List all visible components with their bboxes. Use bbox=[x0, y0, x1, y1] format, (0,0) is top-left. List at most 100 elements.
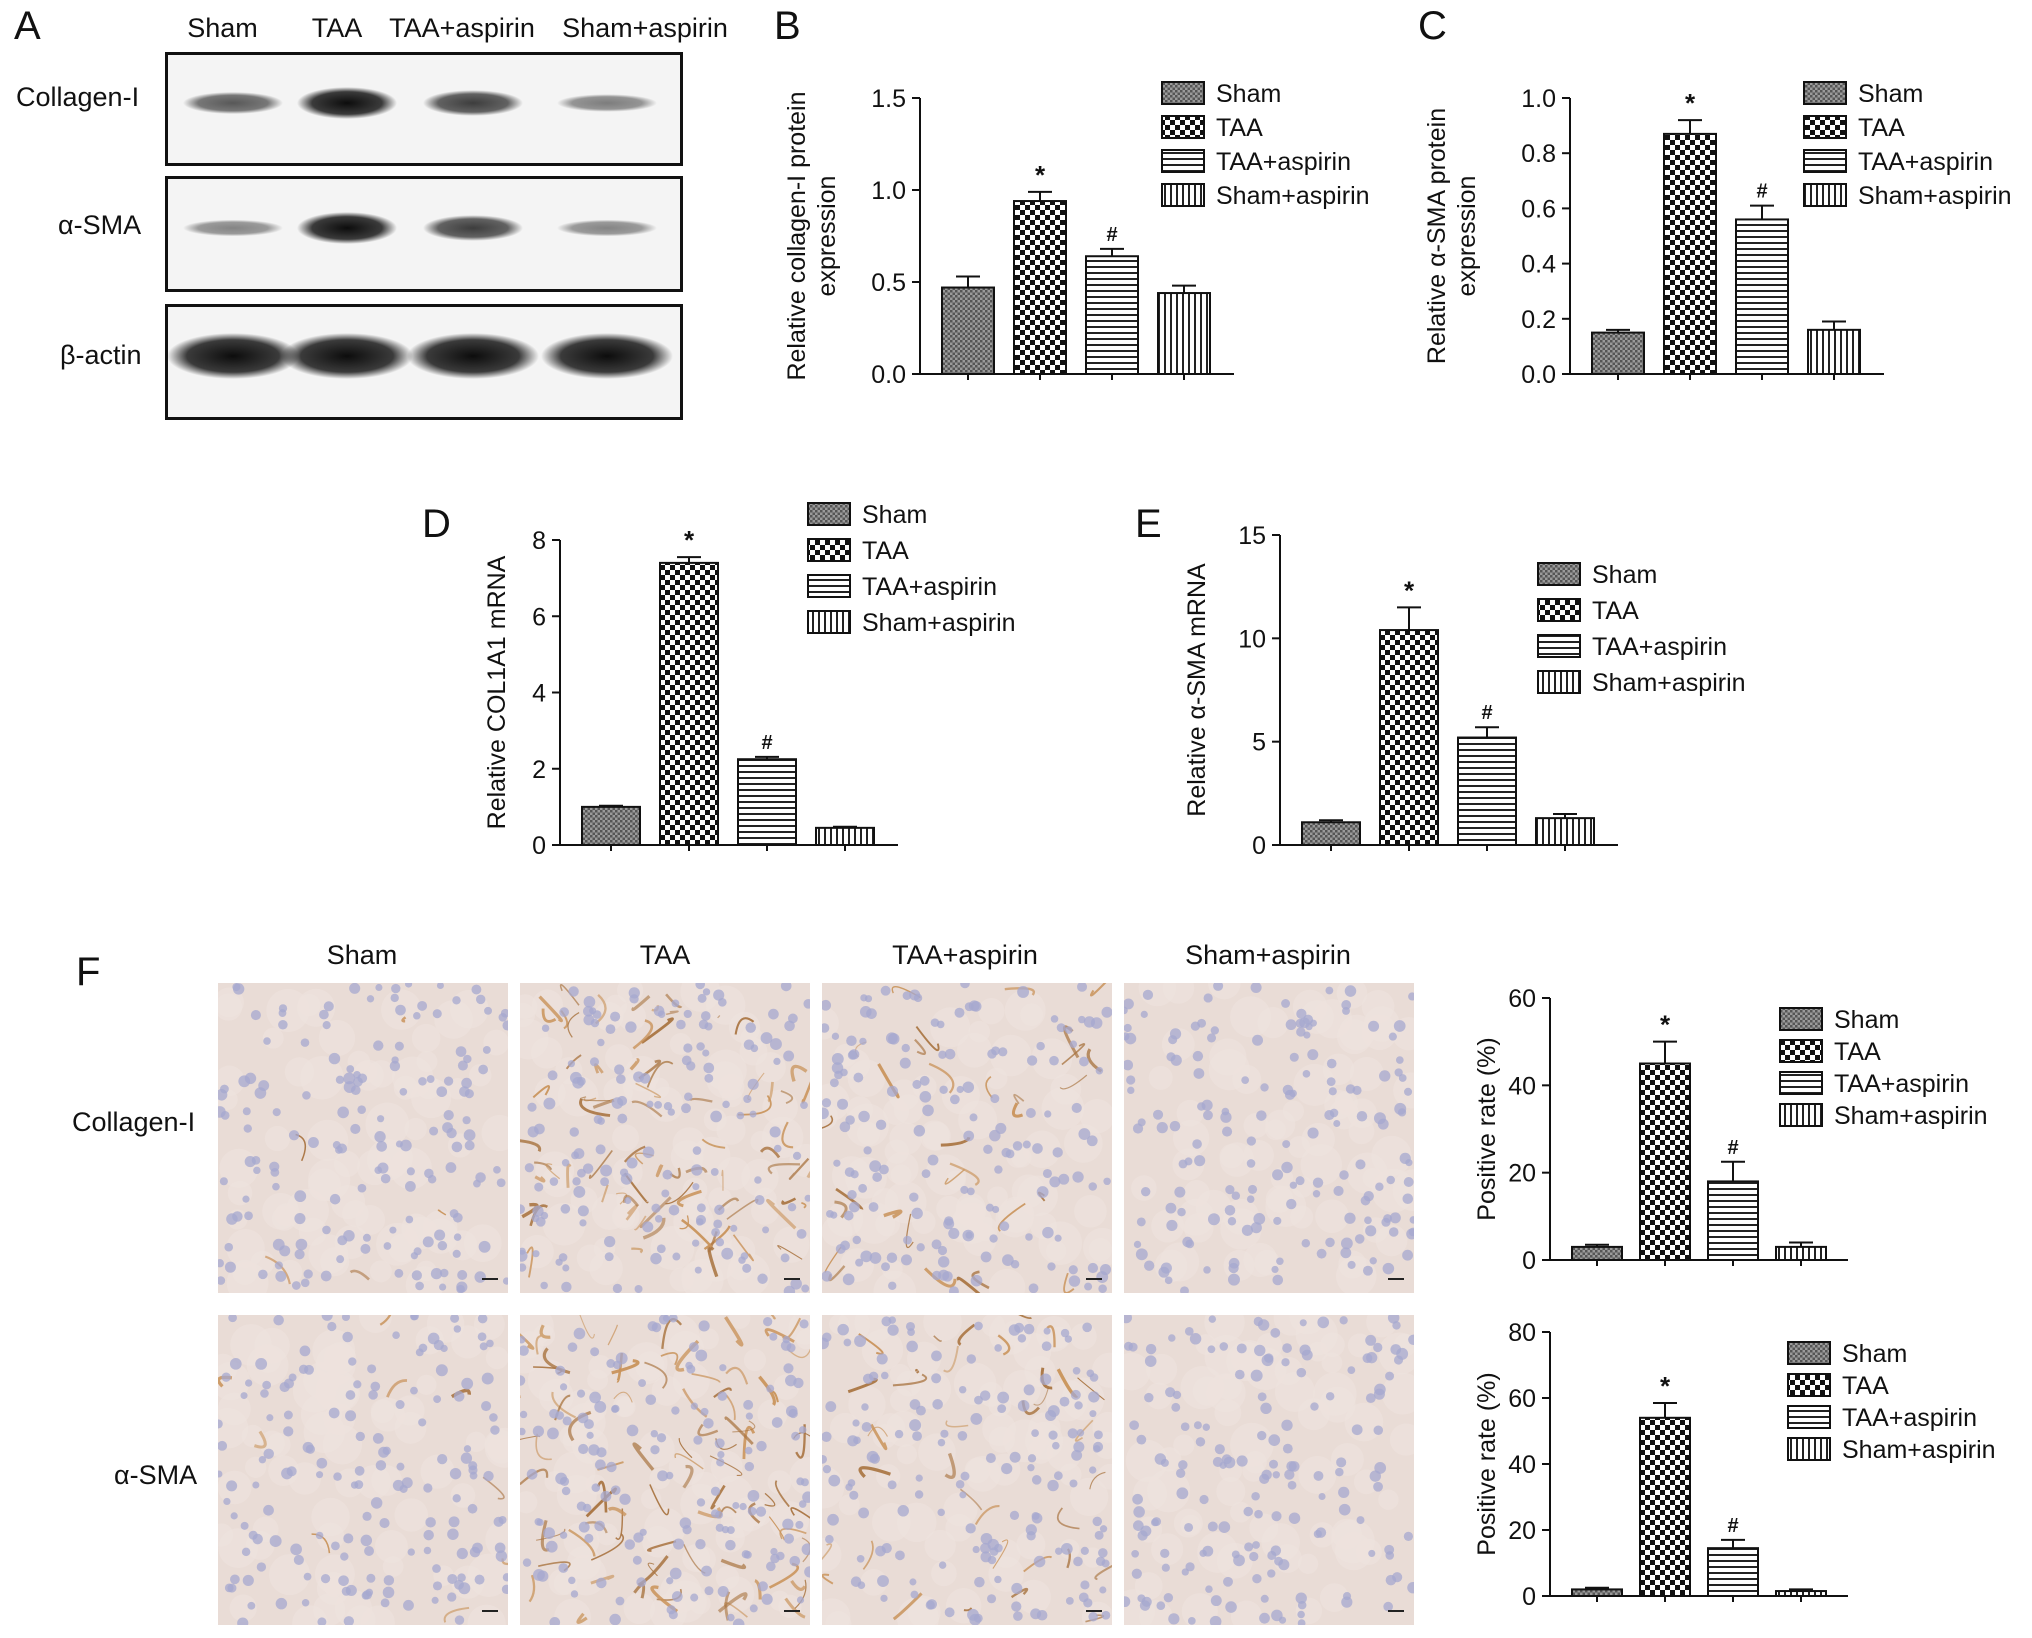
nucleus bbox=[1072, 1171, 1084, 1183]
nucleus bbox=[395, 1140, 403, 1148]
nucleus bbox=[569, 1127, 579, 1137]
nucleus bbox=[242, 1574, 254, 1587]
nucleus bbox=[831, 1053, 844, 1065]
nucleus bbox=[717, 1391, 728, 1401]
nucleus bbox=[1219, 1461, 1227, 1469]
nucleus bbox=[1071, 1102, 1082, 1114]
nucleus bbox=[958, 1385, 967, 1394]
nucleus bbox=[294, 1212, 306, 1225]
cell-cytoplasm bbox=[1011, 1174, 1046, 1209]
cell-cytoplasm bbox=[1069, 1477, 1109, 1517]
nucleus bbox=[826, 1210, 834, 1218]
nucleus bbox=[1080, 1580, 1090, 1590]
nucleus bbox=[453, 1325, 462, 1333]
nucleus bbox=[1033, 1555, 1046, 1568]
y-axis-label: Positive rate (%) bbox=[1473, 1372, 1501, 1555]
nucleus bbox=[549, 1177, 559, 1186]
nucleus bbox=[1252, 1034, 1264, 1046]
nucleus bbox=[1214, 1444, 1225, 1455]
nucleus bbox=[1124, 1315, 1133, 1324]
nucleus bbox=[749, 1110, 757, 1118]
nucleus bbox=[837, 1098, 849, 1110]
nucleus bbox=[1338, 1503, 1351, 1516]
nucleus bbox=[938, 1269, 950, 1281]
nucleus bbox=[583, 1014, 595, 1026]
nucleus bbox=[704, 1586, 714, 1596]
nucleus bbox=[866, 1450, 879, 1463]
significance-mark: * bbox=[1404, 575, 1415, 605]
nucleus bbox=[1281, 1419, 1293, 1431]
nucleus bbox=[549, 1408, 559, 1419]
stain-fiber bbox=[691, 1373, 721, 1383]
bar-taa-aspirin bbox=[1457, 736, 1517, 847]
nucleus bbox=[766, 1384, 775, 1393]
nucleus bbox=[278, 1009, 287, 1017]
bar-taa bbox=[1663, 132, 1717, 375]
nucleus bbox=[825, 1534, 834, 1544]
nucleus bbox=[956, 1085, 964, 1094]
nucleus bbox=[1165, 1202, 1177, 1214]
nucleus bbox=[1099, 1264, 1112, 1276]
nucleus bbox=[784, 1020, 795, 1032]
nucleus bbox=[776, 1551, 785, 1561]
nucleus bbox=[749, 1604, 758, 1613]
nucleus bbox=[1273, 1216, 1282, 1225]
nucleus bbox=[230, 1574, 240, 1585]
nucleus bbox=[447, 1573, 458, 1585]
nucleus bbox=[1408, 992, 1414, 1001]
nucleus bbox=[226, 1213, 238, 1225]
nucleus bbox=[969, 1113, 978, 1122]
nucleus bbox=[741, 1550, 751, 1559]
nucleus bbox=[375, 1460, 387, 1471]
nucleus bbox=[327, 1321, 337, 1332]
nucleus bbox=[1284, 1469, 1295, 1480]
nucleus bbox=[1335, 1467, 1344, 1477]
bar-taa-aspirin bbox=[737, 758, 797, 846]
y-tick-label: 40 bbox=[1508, 1451, 1536, 1479]
nucleus bbox=[854, 1335, 867, 1348]
nucleus bbox=[1065, 1596, 1074, 1605]
nucleus bbox=[1317, 1316, 1330, 1329]
y-tick-label: 20 bbox=[1508, 1517, 1536, 1545]
nucleus bbox=[1124, 1032, 1137, 1045]
nucleus bbox=[1278, 1559, 1290, 1571]
cell-cytoplasm bbox=[762, 1089, 798, 1126]
nucleus bbox=[1059, 1396, 1070, 1407]
cell-cytoplasm bbox=[485, 1346, 508, 1370]
nucleus bbox=[1127, 1086, 1135, 1095]
nucleus bbox=[219, 1177, 228, 1186]
nucleus bbox=[322, 1225, 331, 1235]
nucleus bbox=[931, 1373, 942, 1384]
nucleus bbox=[1250, 1222, 1262, 1234]
cell-cytoplasm bbox=[1321, 1352, 1343, 1374]
stain-fiber bbox=[779, 1527, 807, 1540]
nucleus bbox=[747, 1506, 757, 1516]
nucleus bbox=[1064, 1335, 1073, 1343]
nucleus bbox=[1093, 1445, 1101, 1453]
nucleus bbox=[717, 1450, 725, 1459]
nucleus bbox=[1289, 1181, 1298, 1189]
nucleus bbox=[1225, 1601, 1237, 1613]
panel-letter-d: D bbox=[422, 502, 451, 546]
nucleus bbox=[586, 1431, 594, 1439]
nucleus bbox=[418, 1418, 427, 1427]
stain-fiber bbox=[834, 1200, 848, 1219]
nucleus bbox=[1285, 1019, 1297, 1031]
nucleus bbox=[736, 1111, 745, 1120]
nucleus bbox=[1403, 1177, 1414, 1187]
nucleus bbox=[555, 1365, 566, 1376]
ihc-col-label-sham: Sham bbox=[326, 940, 398, 970]
nucleus bbox=[1269, 1459, 1279, 1469]
nucleus bbox=[1169, 1120, 1181, 1132]
nucleus bbox=[295, 1238, 308, 1251]
nucleus bbox=[738, 1256, 746, 1264]
nucleus bbox=[1054, 1234, 1062, 1242]
legend-swatch-sham bbox=[1787, 1341, 1831, 1365]
stain-fiber bbox=[956, 1276, 981, 1293]
bar-taa bbox=[1639, 1062, 1691, 1261]
nucleus bbox=[1041, 1341, 1052, 1352]
nucleus bbox=[559, 1383, 568, 1391]
nucleus bbox=[864, 995, 873, 1003]
nucleus bbox=[432, 1581, 443, 1591]
cell-cytoplasm bbox=[635, 1351, 665, 1381]
